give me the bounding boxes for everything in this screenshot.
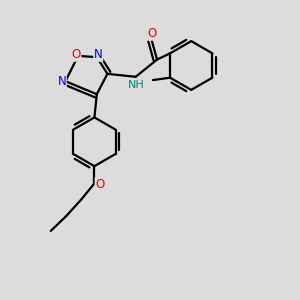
Text: N: N bbox=[58, 75, 66, 88]
Text: O: O bbox=[95, 178, 104, 191]
Text: O: O bbox=[147, 27, 156, 40]
Text: O: O bbox=[72, 48, 81, 61]
Text: NH: NH bbox=[128, 80, 145, 90]
Text: N: N bbox=[94, 48, 103, 61]
